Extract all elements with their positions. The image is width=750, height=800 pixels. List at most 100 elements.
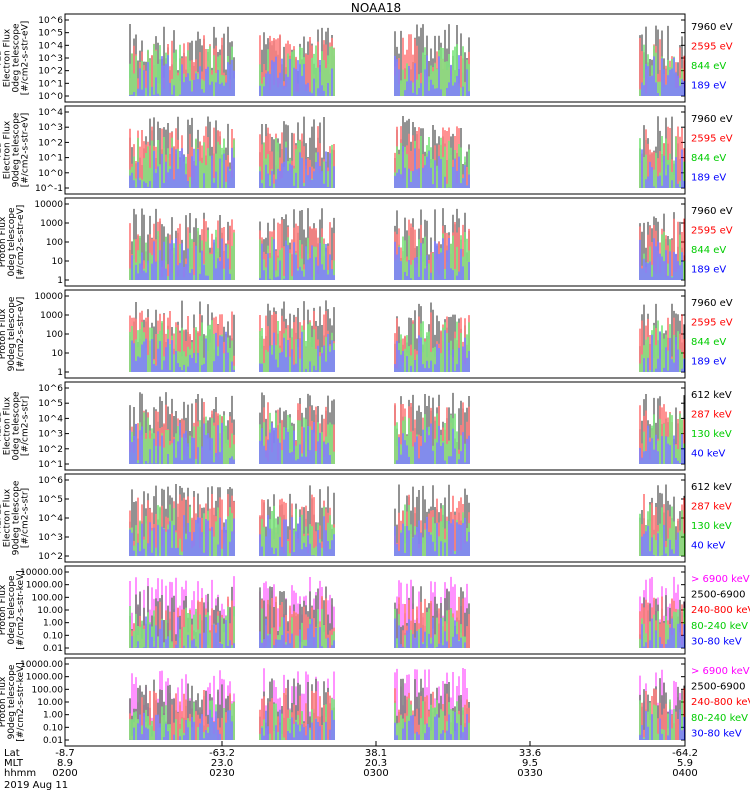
legend-entry: 7960 eV [691,22,733,33]
x-tick-label-mlt: 9.5 [522,758,538,769]
y-tick-label: 10^2 [38,552,63,562]
x-tick-label-hhmm: 0200 [52,768,77,779]
y-axis-label-line: MEPED [0,502,4,534]
y-axis-label-line: 90deg telescope [7,296,17,371]
y-axis-label-line: Proton Flux [0,216,8,267]
y-axis-label-line: Electron Flux [3,120,13,179]
series-trace [131,616,685,648]
y-tick-label: 0.10 [43,631,63,641]
y-tick-label: 100 [46,330,63,340]
y-tick-label: 10 [52,257,64,267]
legend-entry: 80-240 keV [691,621,748,632]
series-trace [129,515,679,556]
y-axis-label: Proton Flux90deg telescope[#/cm2-s-str-e… [0,296,26,371]
y-axis-label: MEPEDElectron Flux0deg telescope[#/cm2-s… [0,391,31,461]
panel-3: 10000 1000 100 10 1 Proton Flux0deg telescope… [0,197,733,287]
y-axis-label-line: 90deg telescope [7,664,17,739]
y-tick-label: 100.00 [32,593,64,603]
legend-entry: 844 eV [691,337,726,348]
y-axis-label-line: [#/cm2-s-str-keV] [16,570,26,649]
y-tick-label: 10000 [34,292,63,302]
y-axis-label-line: 0deg telescope [7,207,17,277]
y-axis-label-line: [#/cm2-s-str-eV] [21,113,31,188]
y-axis-label-line: Electron Flux [3,488,13,547]
legend-entry: 844 eV [691,153,726,164]
y-tick-label: 10000 [34,200,63,210]
y-tick-label: 1000 [40,311,63,321]
y-axis-label-line: [#/cm2-s-str-eV] [16,205,26,280]
x-row-label: Lat [4,748,20,759]
panel-7: 10000.00 1000.00 100.00 10.00 1.00 0.10 0.01 Pr… [0,565,750,655]
panel-5: 10^6 10^5 10^4 10^3 10^2 10^1 MEPEDElectron Fl… [0,381,732,471]
y-tick-label: 10^-1 [35,184,63,194]
y-tick-label: 10^2 [38,445,63,455]
y-tick-label: 10^3 [38,123,63,133]
x-tick-label-lat: 38.1 [365,748,387,759]
y-axis-label-line: Proton Flux [0,308,8,359]
legend-entry: 80-240 keV [691,713,748,724]
x-tick-label-mlt: 8.9 [57,758,73,769]
y-axis-label-line: Proton Flux [0,676,8,727]
y-axis-label: Proton Flux0deg telescope[#/cm2-s-str-ke… [0,570,26,649]
x-tick-label-lat: -63.2 [209,748,235,759]
y-tick-label: 0.10 [43,723,63,733]
y-axis-label-line: TED [0,141,4,160]
legend-entry: 287 keV [691,410,732,421]
y-tick-label: 10.00 [37,606,63,616]
y-axis-label-line: TED [0,49,4,68]
y-tick-label: 0.01 [43,736,63,746]
y-tick-label: 1.00 [43,619,63,629]
y-tick-label: 10^1 [38,154,63,164]
series-5 [131,616,685,648]
y-axis-label-line: 0deg telescope [12,23,22,93]
date-label: 2019 Aug 11 [4,780,68,791]
y-tick-label: 10^1 [38,79,63,89]
y-tick-label: 10^5 [38,29,63,39]
legend-entry: 612 keV [691,482,732,493]
y-tick-label: 10.00 [37,698,63,708]
y-axis-label-line: [#/cm2-s-str-eV] [21,21,31,96]
legend-entry: 2595 eV [691,318,733,329]
legend-entry: 189 eV [691,357,726,368]
legend-entry: 7960 eV [691,206,733,217]
y-tick-label: 10^4 [38,414,63,424]
y-axis-label: TEDElectron Flux0deg telescope[#/cm2-s-s… [0,21,31,96]
y-tick-label: 10^4 [38,108,63,118]
legend-entry: 40 keV [691,449,725,460]
panel-6: 10^6 10^5 10^4 10^3 10^2 MEPEDElectron Flux90… [0,473,732,563]
x-tick-label-lat: -8.7 [55,748,75,759]
y-tick-label: 10^3 [38,54,63,64]
y-axis-label: Proton Flux0deg telescope[#/cm2-s-str-eV… [0,205,26,280]
y-tick-label: 1000.00 [26,673,63,683]
series-trace [131,238,683,280]
series-4 [129,422,685,464]
y-axis-label-line: 90deg telescope [12,480,22,555]
y-axis-label-line: [#/cm2-s-str] [21,396,31,456]
series-trace [131,330,685,372]
y-axis-label-line: [#/cm2-s-str] [21,488,31,548]
legend-entry: 2500-6900 [691,682,746,693]
x-tick-label-mlt: 20.3 [365,758,387,769]
y-tick-label: 10^2 [38,67,63,77]
y-tick-label: 100.00 [32,685,64,695]
series-trace [129,422,685,464]
series-4 [131,238,683,280]
y-axis-label-line: Electron Flux [3,396,13,455]
x-tick-label-mlt: 23.0 [211,758,233,769]
y-tick-label: 10^6 [38,476,63,486]
y-tick-label: 10^2 [38,138,63,148]
x-tick-label-hhmm: 0400 [672,768,697,779]
y-axis-label: TEDElectron Flux90deg telescope[#/cm2-s-… [0,112,31,187]
legend-entry: 130 keV [691,429,732,440]
y-axis-label: Proton Flux90deg telescope[#/cm2-s-str-k… [0,662,26,741]
legend-entry: 2595 eV [691,226,733,237]
x-row-label: hhmm [4,768,36,779]
series-5 [129,709,685,740]
panel-8: 10000.00 1000.00 100.00 10.00 1.00 0.10 0.01 Pr… [0,657,750,747]
y-tick-label: 10000.00 [20,568,63,578]
legend-entry: 30-80 keV [691,636,742,647]
legend-entry: 2595 eV [691,134,733,145]
y-tick-label: 100 [46,238,63,248]
legend-entry: > 6900 keV [691,666,750,677]
